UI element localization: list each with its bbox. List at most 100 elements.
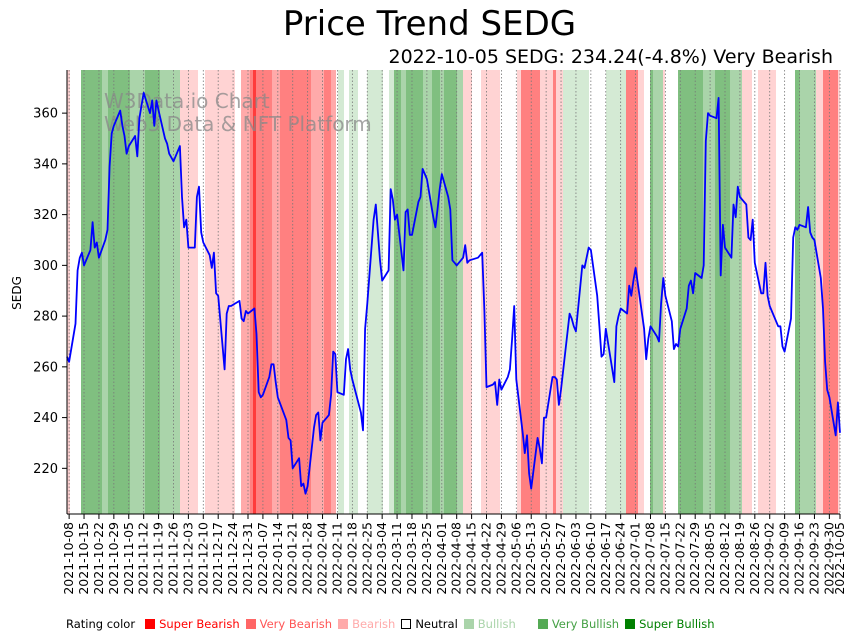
x-axis-ticks: 2021-10-08 2021-10-15 2021-10-22 2021-10-29… (61, 514, 847, 595)
rating-band (715, 70, 730, 514)
rating-band (130, 70, 145, 514)
rating-band (703, 70, 715, 514)
x-tick-label: 2022-07-29 (687, 522, 702, 595)
rating-band (324, 70, 331, 514)
x-tick-label: 2022-07-08 (642, 522, 657, 595)
rating-band (367, 70, 383, 514)
rating-band (800, 70, 816, 514)
price-line (66, 91, 841, 495)
rating-band (838, 70, 840, 514)
x-tick-label: 2022-04-22 (479, 522, 494, 595)
x-tick-label: 2021-12-17 (210, 522, 225, 595)
rating-band (389, 70, 394, 514)
x-tick-label: 2021-12-10 (195, 522, 210, 595)
x-tick-label: 2022-01-07 (255, 522, 270, 595)
rating-band (432, 70, 440, 514)
y-tick-label: 320 (33, 208, 58, 223)
x-tick-label: 2021-12-03 (180, 522, 195, 595)
rating-band (394, 70, 401, 514)
rating-band (795, 70, 800, 514)
rating-band (241, 70, 250, 514)
legend-item: Neutral (401, 617, 458, 631)
rating-band (517, 70, 521, 514)
axes (66, 70, 840, 515)
rating-band (102, 70, 108, 514)
x-tick-label: 2022-05-27 (553, 522, 568, 595)
rating-band (256, 70, 272, 514)
x-tick-label: 2022-03-18 (404, 522, 419, 595)
y-tick-label: 280 (33, 310, 58, 325)
chart-title: Price Trend SEDG (282, 4, 577, 44)
x-tick-label: 2022-09-23 (806, 522, 821, 595)
x-tick-label: 2022-03-25 (419, 522, 434, 595)
rating-band (338, 70, 344, 514)
legend-item-label: Bullish (477, 617, 516, 631)
rating-band (606, 70, 626, 514)
rating-band (250, 70, 253, 514)
rating-band (331, 70, 336, 514)
x-tick-label: 2022-07-15 (657, 522, 672, 595)
legend-item-label: Neutral (415, 617, 458, 631)
rating-band (180, 70, 198, 514)
x-tick-label: 2022-03-11 (389, 522, 404, 595)
legend-swatch (401, 619, 412, 629)
x-tick-label: 2022-02-25 (359, 522, 374, 595)
x-tick-label: 2022-01-28 (300, 522, 315, 595)
rating-band (81, 70, 102, 514)
y-axis-label: SEDG (10, 276, 24, 310)
y-tick-label: 220 (33, 462, 58, 477)
rating-band (253, 70, 256, 514)
chart-subtitle: 2022-10-05 SEDG: 234.24(-4.8%) Very Bear… (388, 46, 834, 68)
rating-band (463, 70, 472, 514)
rating-band (653, 70, 663, 514)
watermark-line-1: W3Data.io Chart (104, 89, 270, 113)
x-tick-label: 2021-10-08 (61, 522, 76, 595)
legend-item-label: Very Bullish (551, 617, 620, 631)
y-axis-ticks: 220 240 260 280 300 320 340 360 (33, 107, 67, 477)
rating-band (481, 70, 500, 514)
x-tick-label: 2022-08-05 (702, 522, 717, 595)
legend-item: Super Bullish (625, 617, 715, 631)
x-tick-label: 2022-09-09 (777, 522, 792, 595)
rating-band (160, 70, 180, 514)
x-tick-label: 2022-06-24 (613, 522, 628, 595)
legend-swatch (463, 619, 474, 629)
legend-swatch (537, 619, 548, 629)
rating-band (67, 70, 70, 514)
rating-band (521, 70, 540, 514)
x-tick-label: 2022-03-04 (374, 522, 389, 595)
rating-band (650, 70, 653, 514)
x-tick-label: 2021-11-05 (121, 522, 136, 595)
x-tick-label: 2022-01-21 (285, 522, 300, 595)
rating-band (401, 70, 406, 514)
rating-band (272, 70, 280, 514)
legend-item: Bearish (338, 617, 395, 631)
x-tick-label: 2021-10-22 (91, 522, 106, 595)
rating-band (730, 70, 742, 514)
legend-label: Rating color (66, 617, 136, 631)
rating-band (823, 70, 838, 514)
legend-swatch (245, 619, 256, 629)
x-tick-label: 2021-11-26 (165, 522, 180, 595)
legend-swatch (625, 619, 636, 629)
legend-item-label: Super Bullish (639, 617, 715, 631)
x-tick-label: 2022-04-01 (434, 522, 449, 595)
grid-lines (68, 70, 841, 514)
x-tick-label: 2022-01-14 (270, 522, 285, 595)
rating-band (349, 70, 358, 514)
legend-item-label: Super Bearish (159, 617, 240, 631)
legend-item-label: Very Bearish (259, 617, 333, 631)
watermark: W3Data.io Chart Web3 Data & NFT Platform (104, 89, 372, 136)
legend-item: Super Bearish (145, 617, 240, 631)
y-tick-label: 360 (33, 107, 58, 122)
x-tick-label: 2022-08-12 (717, 522, 732, 595)
legend-item: Bullish (463, 617, 516, 631)
x-tick-label: 2021-11-19 (151, 522, 166, 595)
x-tick-label: 2022-05-13 (523, 522, 538, 595)
x-tick-label: 2021-12-31 (240, 522, 255, 595)
x-tick-label: 2022-06-03 (568, 522, 583, 595)
x-tick-label: 2022-09-16 (792, 522, 807, 595)
x-tick-label: 2022-07-01 (628, 522, 643, 595)
x-tick-label: 2022-02-18 (344, 522, 359, 595)
